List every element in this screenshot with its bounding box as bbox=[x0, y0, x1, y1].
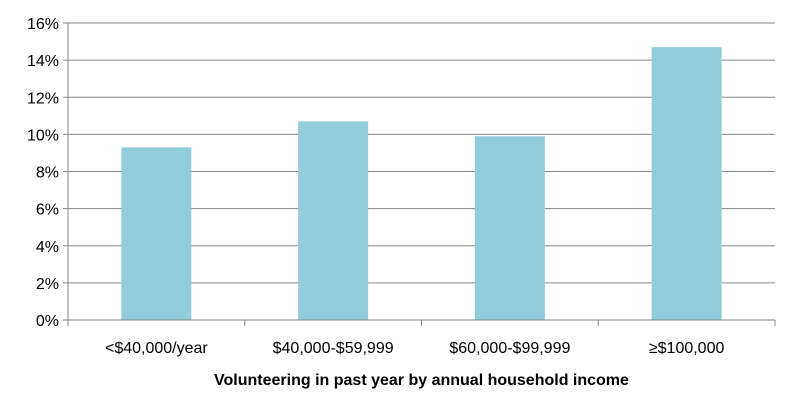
y-tick-label: 16% bbox=[27, 16, 59, 33]
y-tick-label: 14% bbox=[27, 53, 59, 70]
y-tick-labels: 0% 2% 4% 6% 8% 10% 12% 14% 16% bbox=[27, 16, 59, 330]
bar bbox=[298, 121, 369, 320]
x-tick-labels: <$40,000/year $40,000-$59,999 $60,000-$99,… bbox=[105, 340, 724, 357]
axes bbox=[63, 22, 776, 326]
x-axis-title: Volunteering in past year by annual hous… bbox=[214, 372, 629, 389]
bar bbox=[651, 47, 722, 320]
x-tick-label: ≥$100,000 bbox=[649, 340, 725, 357]
y-tick-label: 4% bbox=[36, 239, 59, 256]
x-tick-label: $60,000-$99,999 bbox=[449, 340, 570, 357]
x-tick-label: $40,000-$59,999 bbox=[273, 340, 394, 357]
y-tick-label: 8% bbox=[36, 165, 59, 182]
bars bbox=[121, 47, 722, 320]
y-tick-label: 0% bbox=[36, 313, 59, 330]
y-tick-label: 12% bbox=[27, 90, 59, 107]
y-tick-label: 10% bbox=[27, 127, 59, 144]
bar bbox=[474, 136, 545, 320]
y-tick-label: 2% bbox=[36, 276, 59, 293]
x-tick-label: <$40,000/year bbox=[105, 340, 208, 357]
bar bbox=[121, 147, 192, 320]
y-tick-label: 6% bbox=[36, 202, 59, 219]
